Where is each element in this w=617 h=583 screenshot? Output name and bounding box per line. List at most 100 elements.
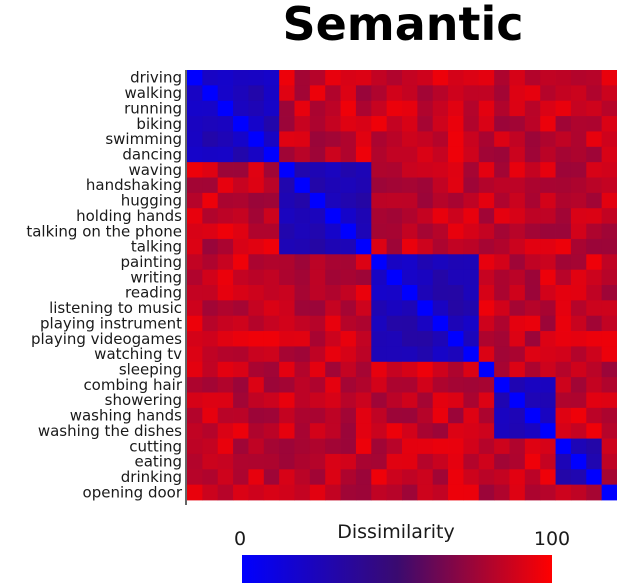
heatmap-cell (524, 116, 541, 132)
heatmap-cell (570, 361, 587, 378)
heatmap-cell (570, 469, 587, 486)
heatmap-cell (432, 208, 449, 224)
heatmap-cell (233, 346, 249, 363)
heatmap-cell (432, 100, 449, 117)
heatmap-cell (417, 346, 434, 363)
heatmap-cell (279, 100, 295, 117)
heatmap-cell (448, 269, 464, 286)
heatmap-cell (340, 377, 357, 393)
heatmap-cell (555, 238, 572, 255)
heatmap-cell (371, 423, 388, 439)
heatmap-cell (202, 254, 219, 271)
heatmap-cell (279, 269, 295, 286)
row-label: combing hair (83, 376, 182, 394)
colorbar (242, 555, 552, 583)
heatmap-cell (355, 146, 372, 163)
heatmap-cell (509, 453, 526, 470)
heatmap-cell (371, 254, 388, 271)
heatmap-cell (340, 208, 357, 224)
heatmap-cell (494, 315, 510, 332)
heatmap-cell (294, 85, 311, 102)
heatmap-cell (540, 177, 556, 194)
heatmap-cell (524, 438, 541, 455)
heatmap-cell (340, 85, 357, 102)
heatmap-cell (494, 392, 510, 409)
heatmap-cell (187, 438, 203, 455)
heatmap-cell (524, 131, 541, 148)
heatmap-cell (432, 70, 449, 86)
heatmap-cell (355, 285, 372, 301)
heatmap-cell (371, 116, 388, 132)
heatmap-cell (540, 85, 556, 102)
heatmap-cell (202, 238, 219, 255)
heatmap-cell (263, 254, 280, 271)
heatmap-cell (202, 131, 219, 148)
heatmap-cell (478, 392, 495, 409)
heatmap-cell (355, 300, 372, 317)
heatmap-cell (263, 100, 280, 117)
heatmap-cell (402, 469, 418, 486)
heatmap-cell (494, 438, 510, 455)
heatmap-cell (417, 285, 434, 301)
heatmap-cell (248, 392, 265, 409)
heatmap-cell (187, 484, 203, 501)
heatmap-cell (371, 100, 388, 117)
heatmap-cell (202, 146, 219, 163)
heatmap-cell (371, 285, 388, 301)
heatmap-cell (448, 146, 464, 163)
heatmap-cell (463, 70, 480, 86)
heatmap-cell (217, 269, 234, 286)
heatmap-cell (386, 177, 403, 194)
heatmap-cell (524, 238, 541, 255)
heatmap-cell (463, 469, 480, 486)
heatmap-cell (555, 469, 572, 486)
heatmap-cell (386, 192, 403, 209)
heatmap-cell (432, 223, 449, 240)
heatmap-cell (233, 100, 249, 117)
heatmap-cell (371, 177, 388, 194)
heatmap-cell (586, 346, 603, 363)
heatmap-cell (494, 377, 510, 393)
heatmap-cell (509, 377, 526, 393)
heatmap-cell (187, 469, 203, 486)
heatmap-cell (448, 407, 464, 424)
heatmap-cell (601, 300, 617, 317)
heatmap-cell (202, 407, 219, 424)
heatmap-cell (494, 208, 510, 224)
row-label: talking on the phone (26, 222, 182, 240)
heatmap-cell (355, 361, 372, 378)
heatmap-cell (448, 177, 464, 194)
heatmap-cell (309, 392, 326, 409)
heatmap-cell (402, 223, 418, 240)
heatmap-cell (570, 484, 587, 501)
heatmap-cell (340, 453, 357, 470)
heatmap-cell (540, 223, 556, 240)
heatmap-cell (509, 100, 526, 117)
heatmap-cell (524, 70, 541, 86)
heatmap-cell (355, 392, 372, 409)
heatmap-cell (402, 116, 418, 132)
heatmap-cell (202, 438, 219, 455)
heatmap-cell (340, 438, 357, 455)
row-label: running (124, 99, 182, 117)
heatmap-cell (524, 100, 541, 117)
heatmap-cell (478, 423, 495, 439)
heatmap-cell (478, 70, 495, 86)
heatmap-cell (494, 453, 510, 470)
heatmap-cell (355, 484, 372, 501)
heatmap-cell (248, 377, 265, 393)
heatmap-cell (417, 223, 434, 240)
heatmap-cell (279, 331, 295, 347)
heatmap-cell (540, 300, 556, 317)
heatmap-cell (601, 192, 617, 209)
heatmap-cell (279, 423, 295, 439)
heatmap-cell (524, 392, 541, 409)
heatmap-cell (478, 269, 495, 286)
heatmap-cell (340, 484, 357, 501)
heatmap-cell (601, 469, 617, 486)
heatmap-cell (509, 315, 526, 332)
heatmap-cell (463, 315, 480, 332)
heatmap-cell (263, 162, 280, 178)
heatmap-cell (263, 269, 280, 286)
heatmap-cell (309, 438, 326, 455)
